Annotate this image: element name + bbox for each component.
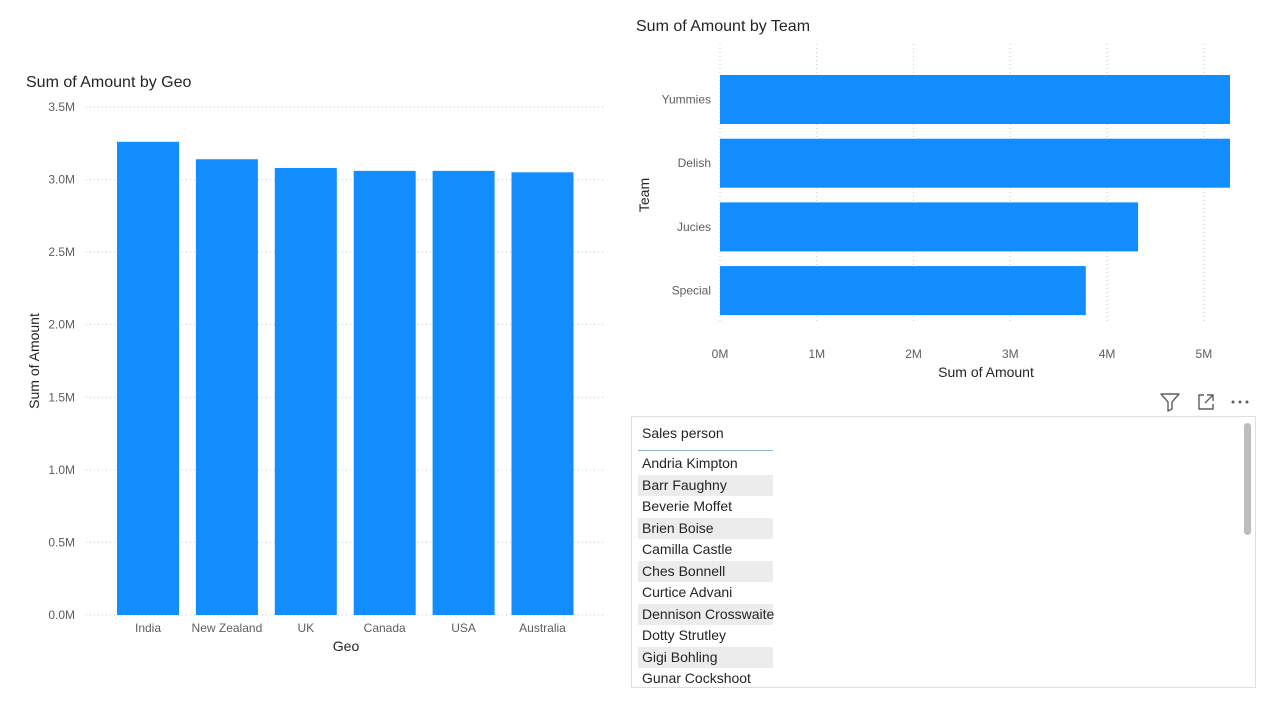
x-tick-label: UK [297, 621, 314, 635]
geo-chart-title: Sum of Amount by Geo [26, 74, 192, 91]
table-row[interactable]: Barr Faughny [638, 474, 773, 496]
team-chart-title: Sum of Amount by Team [636, 18, 811, 35]
x-axis-title: Geo [333, 638, 360, 654]
x-tick-label: 5M [1196, 347, 1213, 361]
x-tick-label: Australia [519, 621, 566, 635]
bar-jucies [720, 202, 1139, 252]
table-row[interactable]: Dennison Crosswaite [638, 603, 774, 625]
sales-person-table: Sales person Andria Kimpton Barr Faughny B… [631, 416, 1256, 688]
bar-india [117, 141, 179, 615]
column-header-sales-person[interactable]: Sales person [638, 423, 773, 451]
table-row[interactable]: Brien Boise [638, 517, 773, 539]
geo-bar-chart: 0.0M 0.5M 1.0M 1.5M 2.0M 2.5M 3.0M 3.5M India New… [26, 100, 606, 654]
y-tick-label: 2.5M [48, 245, 75, 259]
team-bar-chart: 0M 1M 2M 3M 4M 5M Yummies Delish Jucies Special Su… [636, 44, 1230, 380]
x-tick-label: 1M [808, 347, 825, 361]
y-tick-label: 1.5M [48, 390, 75, 404]
y-tick-label: Yummies [662, 93, 711, 107]
table-row[interactable]: Camilla Castle [642, 541, 733, 557]
y-tick-label: 3.0M [48, 173, 75, 187]
x-tick-label: USA [451, 621, 476, 635]
x-tick-label: 2M [905, 347, 922, 361]
y-tick-label: Special [672, 284, 711, 298]
x-tick-label: 3M [1002, 347, 1019, 361]
bar-canada [353, 170, 416, 615]
table-row[interactable]: Gigi Bohling [638, 646, 773, 668]
bar-usa [432, 170, 495, 615]
table-row[interactable]: Ches Bonnell [638, 560, 773, 582]
y-axis-title: Team [636, 178, 652, 212]
x-tick-label: Canada [364, 621, 406, 635]
visual-header-icons [1158, 390, 1258, 414]
bar-australia [511, 172, 574, 616]
x-tick-label: 0M [712, 347, 729, 361]
table-row[interactable]: Andria Kimpton [642, 455, 738, 471]
geo-chart-visual: Sum of Amount by Geo 0.0M 0.5M 1.0M 1.5M 2.0… [0, 0, 620, 708]
table-row[interactable]: Curtice Advani [642, 584, 733, 600]
x-tick-label: India [135, 621, 161, 635]
table-row[interactable]: Beverie Moffet [642, 498, 733, 514]
y-tick-label: 0.0M [48, 608, 75, 622]
y-tick-label: Delish [678, 156, 711, 170]
y-tick-label: 0.5M [48, 535, 75, 549]
bar-delish [720, 138, 1230, 188]
bar-uk [274, 167, 337, 615]
table-row[interactable]: Dotty Strutley [642, 627, 727, 643]
team-chart-visual: Sum of Amount by Team 0M 1M 2M 3M 4M 5M Yummie… [620, 0, 1263, 390]
vertical-scrollbar[interactable] [1244, 423, 1251, 535]
bar-special [720, 266, 1086, 316]
more-options-icon[interactable] [1228, 390, 1252, 414]
y-tick-label: 3.5M [48, 100, 75, 114]
filter-icon[interactable] [1158, 390, 1182, 414]
y-tick-label: 1.0M [48, 463, 75, 477]
y-axis-title: Sum of Amount [26, 313, 42, 409]
sales-person-list: Andria Kimpton Barr Faughny Beverie Moffet… [638, 453, 774, 687]
table-row[interactable]: Gunar Cockshoot [642, 670, 751, 686]
x-tick-label: 4M [1099, 347, 1116, 361]
y-tick-label: Jucies [677, 220, 711, 234]
x-axis-title: Sum of Amount [938, 364, 1034, 380]
x-tick-label: New Zealand [192, 621, 263, 635]
y-tick-label: 2.0M [48, 318, 75, 332]
bar-new-zealand [195, 159, 258, 615]
focus-mode-icon[interactable] [1194, 390, 1218, 414]
bar-yummies [720, 75, 1230, 124]
